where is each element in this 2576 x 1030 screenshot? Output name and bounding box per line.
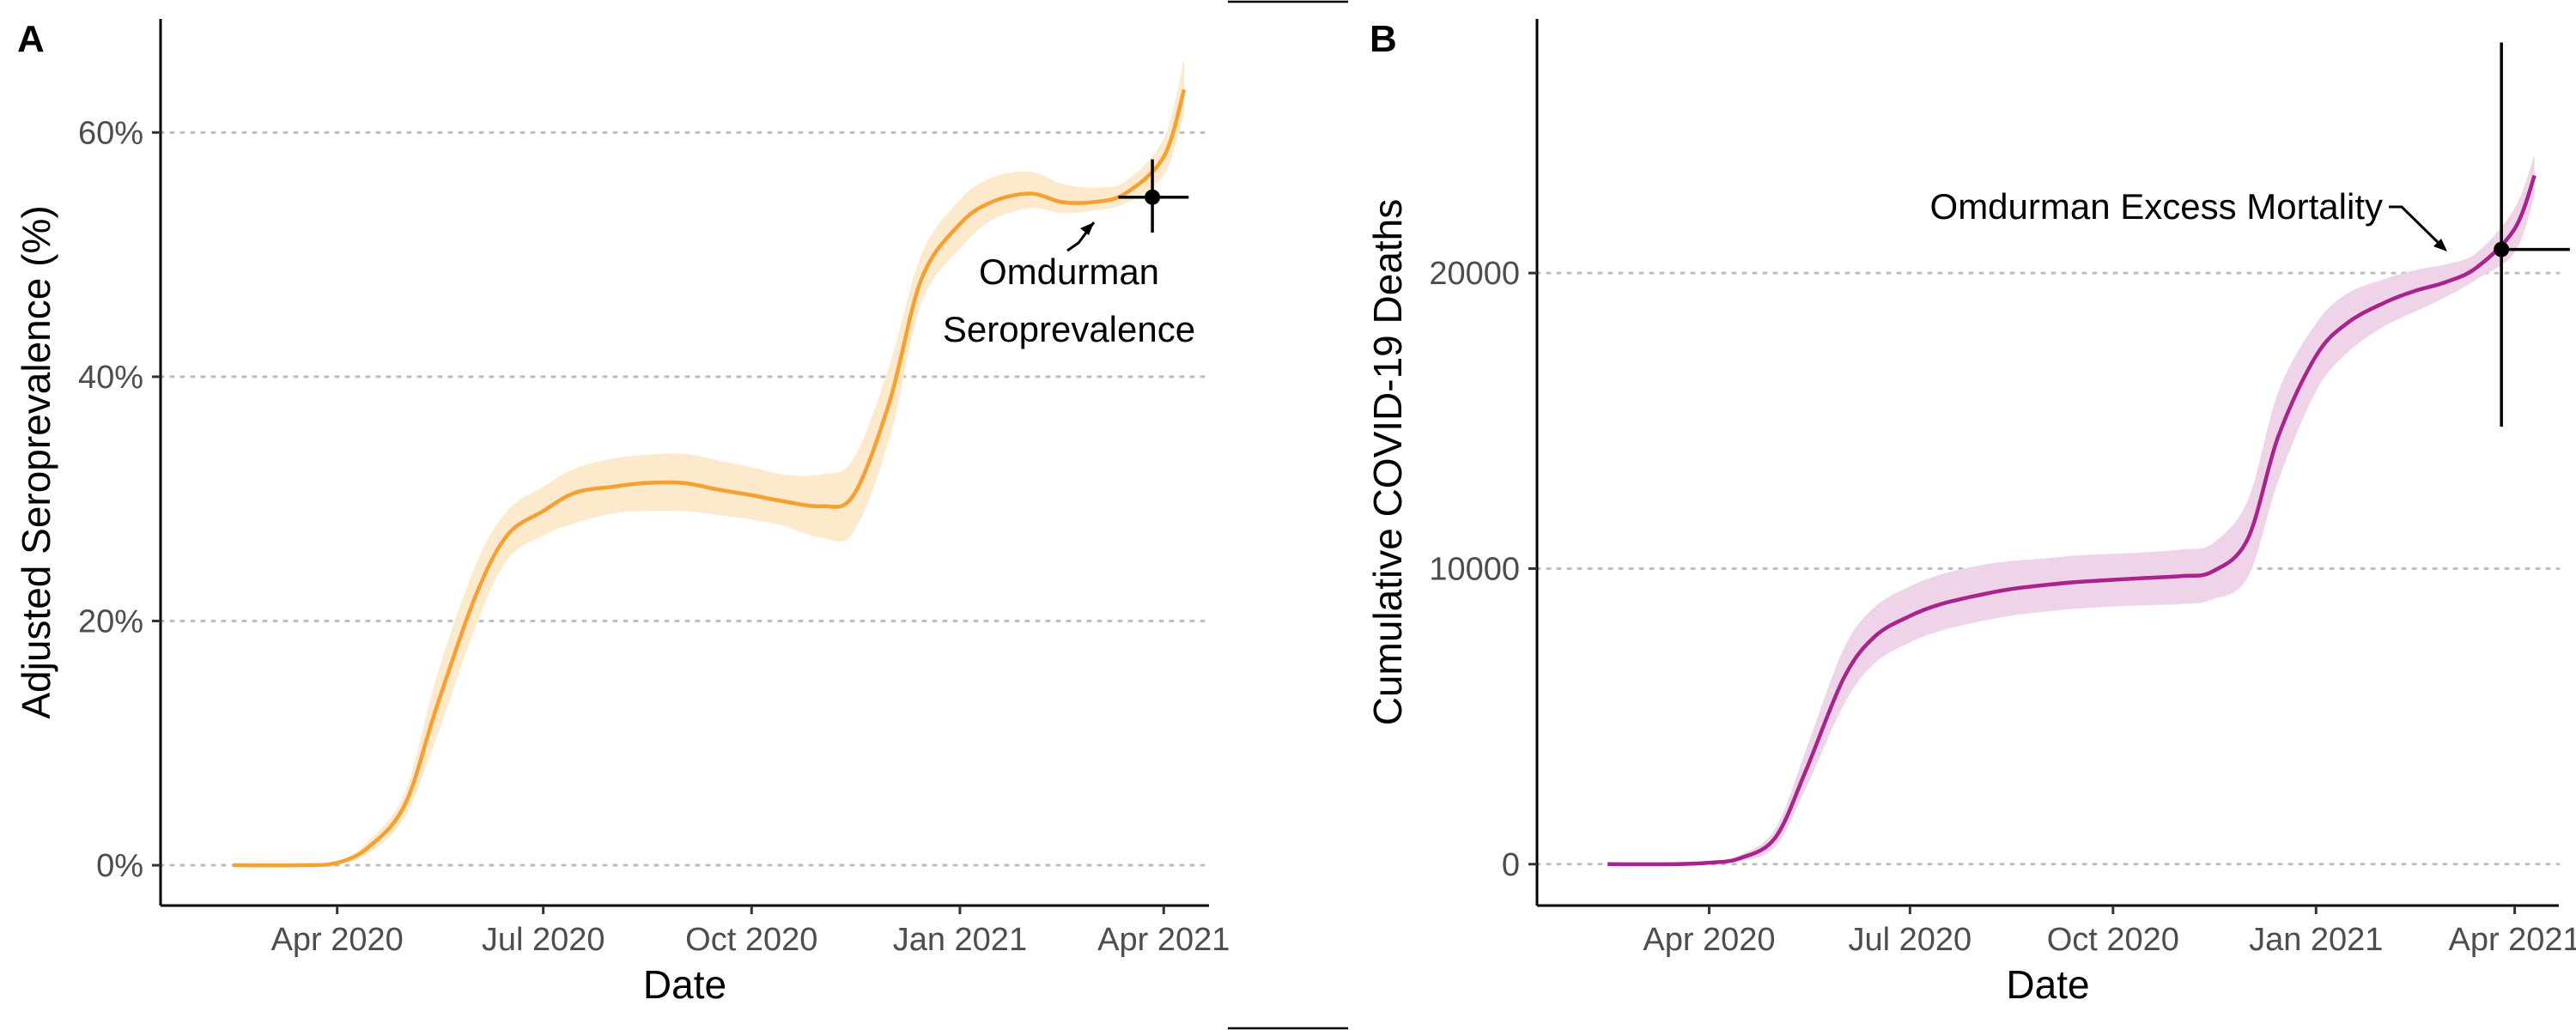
panel-b-x-tick-label: Apr 2021	[2448, 922, 2576, 958]
panel-a-x-tick-label: Jul 2020	[482, 922, 605, 958]
panel-a-y-tick-label: 0%	[96, 848, 143, 884]
panel-a-annotation-line-2: Seroprevalence	[943, 309, 1195, 349]
panel-b-y-tick-label: 10000	[1429, 551, 1520, 587]
panel-a-x-tick-label: Jan 2021	[893, 922, 1027, 958]
panel-a-y-tick-label: 20%	[78, 603, 143, 639]
panel-a-x-axis-title: Date	[643, 962, 726, 1007]
panel-b-y-axis-title: Cumulative COVID-19 Deaths	[1365, 199, 1410, 726]
panel-a-annotation-arrowhead	[1080, 222, 1094, 235]
panel-letter-a: A	[17, 18, 45, 60]
panel-b-y-tick-label: 20000	[1429, 256, 1520, 292]
panel-a-estimate-line	[233, 88, 1187, 868]
panel-b-y-tick-label: 0	[1502, 847, 1520, 883]
panel-b-estimate-line	[1607, 174, 2537, 867]
panel-letter-b: B	[1370, 18, 1397, 60]
panel-b-x-tick-label: Jan 2021	[2249, 922, 2383, 958]
panel-b-x-tick-label: Oct 2020	[2047, 922, 2179, 958]
panel-b-estimate-point	[2494, 241, 2510, 258]
panel-b-x-axis-title: Date	[2006, 962, 2089, 1007]
panel-a-estimate-point	[1145, 189, 1161, 205]
panel-a-annotation-line-1: Omdurman	[979, 251, 1159, 292]
panel-a-y-axis-title: Adjusted Seroprevalence (%)	[14, 205, 58, 718]
panel-b-x-tick-label: Apr 2020	[1643, 922, 1775, 958]
panel-b-x-tick-label: Jul 2020	[1849, 922, 1972, 958]
chart-panel-b: 0 10000 20000 Apr 2020 Jul 2020 Oct 2020 Jan 2…	[1365, 19, 2576, 1007]
panel-a-y-tick-label: 40%	[78, 360, 143, 396]
panel-a-x-tick-label: Apr 2021	[1097, 922, 1230, 958]
panel-b-annotation-arrowhead	[2433, 239, 2447, 251]
panel-a-confidence-ribbon	[233, 59, 1184, 866]
chart-panel-a: 0% 20% 40% 60% Apr 2020 Jul 2020 Oct 2020 Jan 2…	[14, 19, 1230, 1007]
panel-b-annotation-label: Omdurman Excess Mortality	[1930, 186, 2383, 227]
panel-b-confidence-ribbon	[1607, 154, 2535, 865]
panel-a-x-tick-label: Apr 2020	[271, 922, 404, 958]
panel-a-x-tick-label: Oct 2020	[685, 922, 817, 958]
panel-b-annotation-arrow	[2389, 205, 2446, 251]
panel-a-y-tick-label: 60%	[78, 115, 143, 151]
